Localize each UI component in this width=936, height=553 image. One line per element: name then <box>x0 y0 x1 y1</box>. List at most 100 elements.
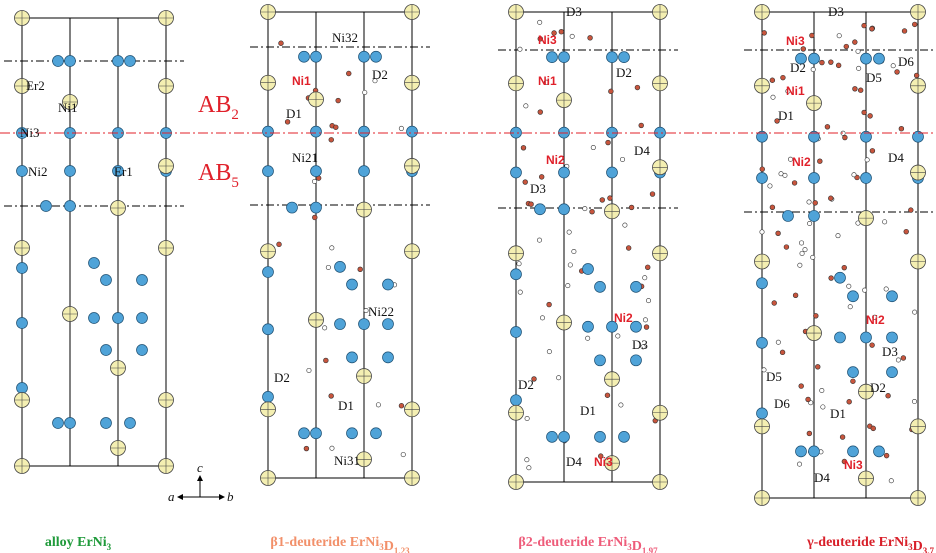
ni-atom <box>595 281 606 292</box>
deuterium-atom <box>803 247 807 251</box>
ni-atom <box>848 367 859 378</box>
ni-atom <box>861 332 872 343</box>
formula-part: D <box>632 539 642 553</box>
deuterium-atom <box>848 305 852 309</box>
caption: alloy ErNi3 <box>45 535 112 552</box>
deuterium-atom <box>399 403 404 408</box>
ni-atom <box>559 204 570 215</box>
ni-atom <box>848 291 859 302</box>
deuterium-atom <box>559 29 564 34</box>
ni-atom <box>89 258 100 269</box>
deuterium-atom <box>904 229 909 234</box>
deuterium-atom <box>538 110 543 115</box>
deuterium-atom <box>643 318 647 322</box>
ni-atom <box>311 51 322 62</box>
deuterium-atom <box>813 313 818 318</box>
deuterium-atom <box>616 334 620 338</box>
deuterium-atom <box>620 157 624 161</box>
atom-label: D5 <box>866 70 882 85</box>
atom-label: Ni2 <box>866 313 885 327</box>
deuterium-atom <box>792 181 797 186</box>
deuterium-atom <box>768 184 772 188</box>
deuterium-atom <box>588 35 593 40</box>
ni-atom <box>887 291 898 302</box>
atom-label: Ni3 <box>538 33 557 47</box>
deuterium-atom <box>886 393 891 398</box>
deuterium-atom <box>793 293 798 298</box>
atom-label: Ni1 <box>292 74 311 88</box>
ni-atom <box>583 264 594 275</box>
deuterium-atom <box>870 148 875 153</box>
ni-atom <box>125 56 136 67</box>
atom-label: Ni3 <box>20 125 40 140</box>
deuterium-atom <box>606 140 611 145</box>
deuterium-atom <box>856 49 860 53</box>
ni-atom <box>311 126 322 137</box>
ni-atom <box>559 52 570 63</box>
deuterium-atom <box>807 431 812 436</box>
atom-label: D3 <box>882 344 898 359</box>
deuterium-atom <box>820 388 824 392</box>
ni-atom <box>101 418 112 429</box>
ni-atom <box>559 167 570 178</box>
deuterium-atom <box>376 403 380 407</box>
deuterium-atom <box>644 325 649 330</box>
formula-part: D <box>384 539 394 553</box>
ni-atom <box>547 431 558 442</box>
formula-part: ErNi <box>879 535 909 550</box>
deuterium-atom <box>889 479 893 483</box>
ni-atom <box>287 202 298 213</box>
atom-label: D3 <box>828 4 844 19</box>
ni-atom <box>757 408 768 419</box>
deuterium-atom <box>771 95 775 99</box>
deuterium-atom <box>312 215 317 220</box>
formula-sub: 1.23 <box>394 546 410 553</box>
ab5-label: AB5 <box>198 160 239 191</box>
deuterium-atom <box>518 290 522 294</box>
ni-atom <box>861 172 872 183</box>
deuterium-atom <box>760 230 764 234</box>
ni-atom <box>848 446 859 457</box>
deuterium-atom <box>856 66 860 70</box>
ni-atom <box>619 431 630 442</box>
deuterium-atom <box>884 287 888 291</box>
deuterium-atom <box>817 159 822 164</box>
deuterium-atom <box>891 64 895 68</box>
atom-label: Ni1 <box>786 84 805 98</box>
deuterium-atom <box>635 85 640 90</box>
deuterium-atom <box>852 173 856 177</box>
deuterium-atom <box>583 206 587 210</box>
atom-label: D2 <box>518 377 534 392</box>
deuterium-atom <box>884 453 889 458</box>
deuterium-atom <box>862 23 867 28</box>
atom-label: D6 <box>774 396 790 411</box>
deuterium-atom <box>346 71 351 76</box>
caption: β2-deuteride ErNi3D1.97 <box>518 535 658 553</box>
deuterium-atom <box>912 399 916 403</box>
ni-atom <box>263 391 274 402</box>
ni-atom <box>595 431 606 442</box>
ni-atom <box>371 428 382 439</box>
deuterium-atom <box>912 22 917 27</box>
atom-label: D1 <box>286 106 302 121</box>
deuterium-atom <box>629 205 634 210</box>
atom-label: D3 <box>632 337 648 352</box>
ni-atom <box>65 201 76 212</box>
deuterium-atom <box>784 245 789 250</box>
deuterium-atom <box>307 368 311 372</box>
deuterium-atom <box>807 200 811 204</box>
atom-label: Ni22 <box>368 304 394 319</box>
ni-atom <box>511 269 522 280</box>
caption-prefix: γ-deuteride <box>806 535 878 550</box>
ni-atom <box>65 418 76 429</box>
atom-label: Ni3 <box>594 455 613 469</box>
formula-part: ErNi <box>350 535 380 550</box>
deuterium-atom <box>585 336 589 340</box>
deuterium-atom <box>537 238 541 242</box>
ni-atom <box>809 53 820 64</box>
deuterium-atom <box>547 349 551 353</box>
deuterium-atom <box>852 40 857 45</box>
deuterium-atom <box>825 124 830 129</box>
atom-label: Ni2 <box>614 311 633 325</box>
axis-c: c <box>197 460 203 475</box>
